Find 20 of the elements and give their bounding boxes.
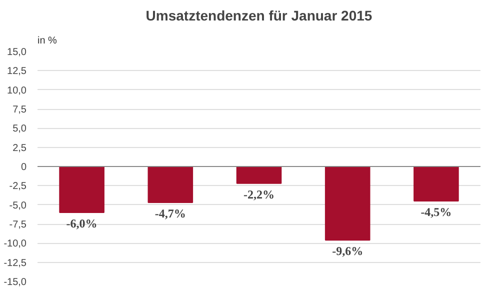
data-label: -6,0% (66, 216, 98, 230)
data-label: -4,5% (420, 205, 452, 219)
y-tick-label: 10,0 (7, 85, 27, 96)
y-tick-label: -15,0 (4, 277, 27, 288)
chart-title: Umsatztendenzen für Januar 2015 (146, 8, 372, 24)
y-axis-title: in % (38, 36, 58, 46)
y-tick-label: -7,5 (9, 220, 27, 230)
y-tick-label: 12,5 (7, 66, 27, 78)
data-label: -4,7% (154, 206, 186, 221)
y-tick-label: 15,0 (7, 47, 27, 58)
data-label: -2,2% (244, 187, 274, 202)
y-tick-label: -10,0 (4, 238, 27, 250)
y-tick-label: 0 (20, 162, 27, 173)
y-tick-label: -2,5 (9, 181, 27, 192)
y-tick-label: 7,5 (12, 104, 27, 116)
y-tick-label: -5,0 (9, 200, 27, 212)
y-tick-label: -12,5 (4, 258, 27, 269)
y-tick-label: 5,0 (12, 124, 27, 135)
data-label: -9,6% (332, 244, 364, 258)
y-tick-label: 2,5 (12, 142, 27, 154)
